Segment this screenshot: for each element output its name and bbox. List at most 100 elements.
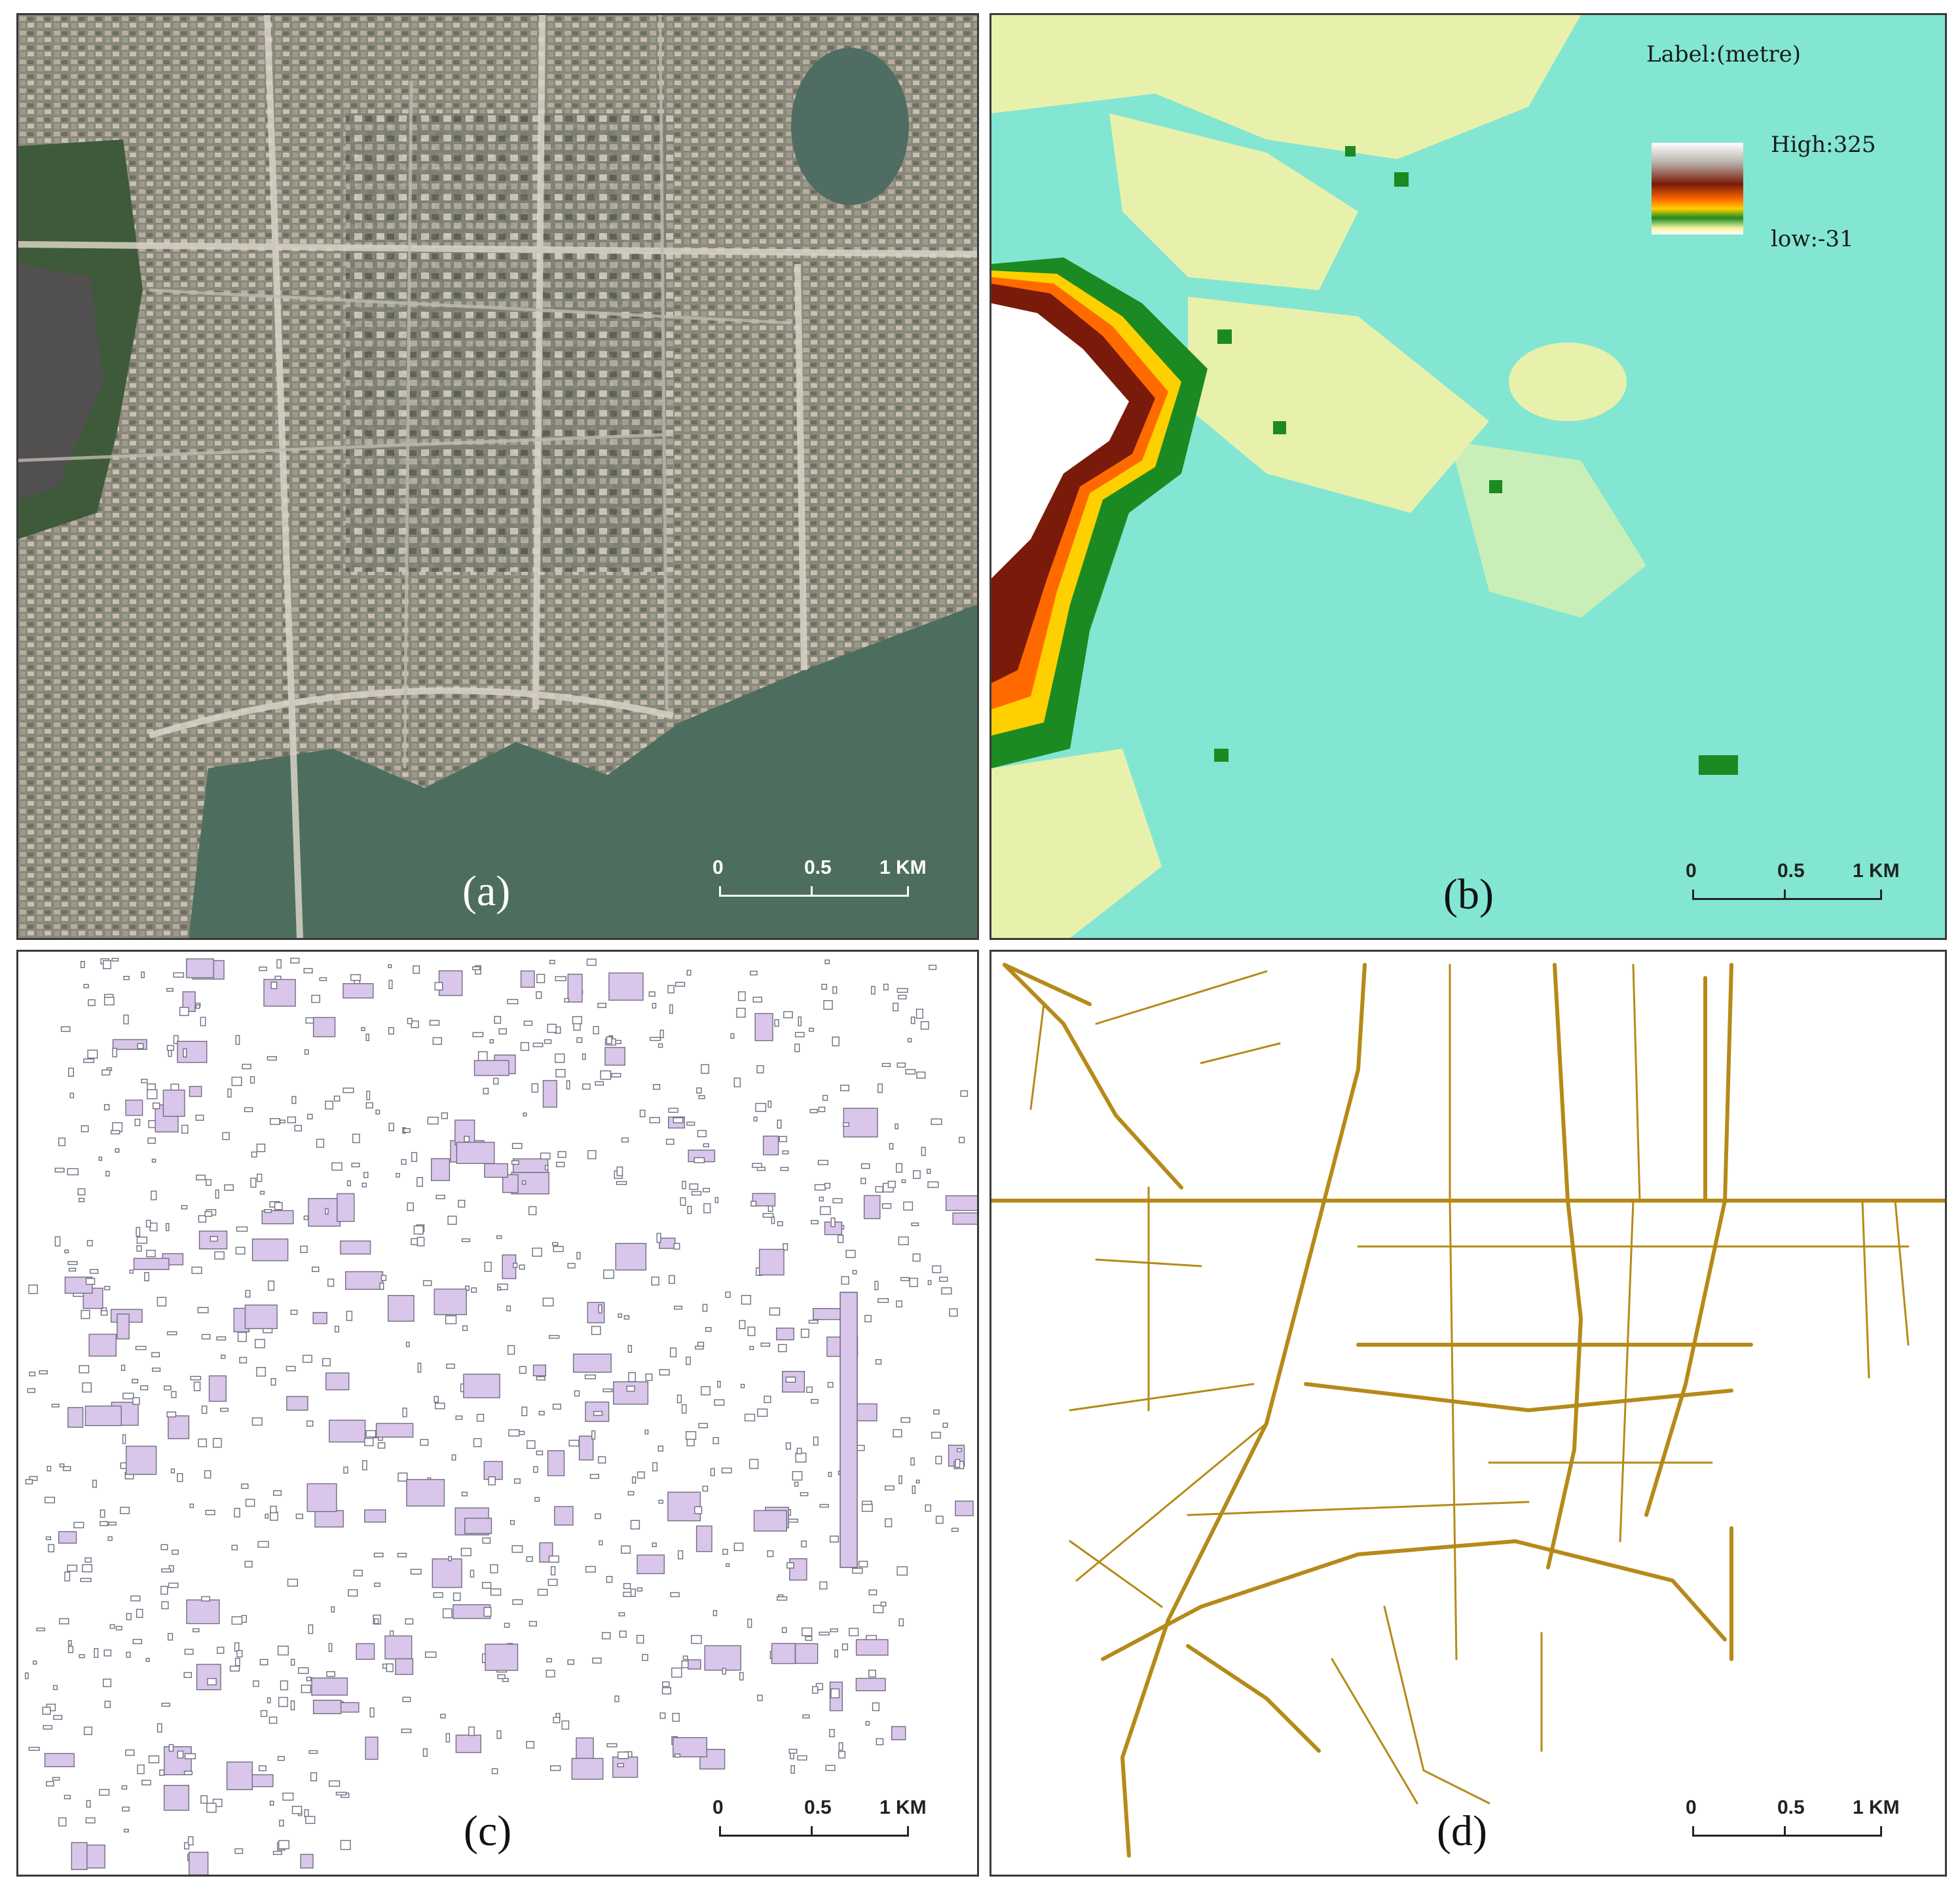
- building-footprint: [739, 1672, 744, 1681]
- building-footprint: [286, 1396, 308, 1411]
- building-footprint: [511, 1545, 523, 1553]
- building-footprint: [304, 1809, 309, 1818]
- building-footprint: [161, 1568, 172, 1573]
- building-footprint: [798, 1016, 802, 1026]
- building-footprint: [145, 1220, 151, 1227]
- building-footprint: [471, 1287, 477, 1293]
- building-footprint: [673, 1737, 707, 1757]
- building-footprint: [576, 1037, 583, 1043]
- building-footprint: [434, 1396, 439, 1403]
- building-footprint: [621, 1137, 629, 1143]
- building-footprint: [316, 1138, 325, 1148]
- building-footprint: [615, 1243, 647, 1271]
- building-footprint: [572, 1016, 583, 1024]
- building-footprint: [214, 1251, 225, 1260]
- building-footprint: [366, 1091, 371, 1100]
- building-footprint: [231, 1076, 242, 1087]
- building-footprint: [342, 1087, 354, 1093]
- building-footprint: [210, 1236, 218, 1242]
- building-footprint: [698, 1095, 705, 1100]
- building-footprint: [546, 1658, 552, 1663]
- building-footprint: [208, 1375, 227, 1402]
- building-footprint: [691, 1191, 702, 1196]
- building-footprint: [126, 1651, 131, 1658]
- building-footprint: [68, 1267, 77, 1272]
- building-footprint: [374, 1618, 379, 1624]
- building-footprint: [322, 1358, 331, 1366]
- building-footprint: [280, 1119, 286, 1124]
- building-footprint: [662, 1681, 670, 1687]
- building-footprint: [221, 1355, 226, 1359]
- building-footprint: [491, 1768, 498, 1774]
- building-footprint: [942, 1423, 948, 1428]
- building-footprint: [777, 1221, 783, 1226]
- building-footprint: [251, 1774, 274, 1788]
- building-footprint: [678, 1550, 684, 1560]
- building-footprint: [312, 1699, 342, 1714]
- building-footprint: [703, 1188, 711, 1193]
- building-footprint: [955, 1501, 974, 1516]
- building-footprint: [606, 1743, 618, 1748]
- road-network-panel: (d) 0 0.5 1 KM: [989, 950, 1947, 1877]
- building-footprint: [237, 1332, 247, 1342]
- building-footprint: [270, 1117, 280, 1125]
- building-footprint: [915, 1480, 920, 1484]
- building-footprint: [860, 1178, 866, 1184]
- building-footprint: [401, 1159, 407, 1165]
- building-footprint: [278, 1840, 289, 1850]
- scale-tick-0: 0: [1686, 860, 1697, 882]
- building-footprint: [502, 1677, 509, 1682]
- building-footprint: [251, 1238, 289, 1262]
- building-footprint: [361, 1026, 365, 1032]
- building-footprint: [494, 1015, 502, 1024]
- building-footprint: [681, 1404, 687, 1414]
- building-footprint: [173, 972, 185, 978]
- elevation-legend: Label:(metre) High:325 low:-31: [1646, 35, 1921, 284]
- building-footprint: [929, 964, 937, 970]
- building-footprint: [714, 1197, 719, 1203]
- building-footprint: [189, 1503, 194, 1508]
- building-footprint: [870, 986, 876, 995]
- building-footprint: [703, 1143, 710, 1148]
- building-footprint: [691, 1635, 702, 1644]
- building-footprint: [177, 1041, 208, 1063]
- building-footprint: [173, 1035, 179, 1045]
- building-footprint: [696, 1087, 702, 1094]
- building-footprint: [730, 1033, 735, 1039]
- building-footprint: [574, 1390, 580, 1397]
- building-footprint: [135, 1345, 147, 1351]
- building-footprint: [201, 1405, 208, 1414]
- building-footprint: [832, 1198, 843, 1204]
- building-footprint: [181, 1125, 189, 1134]
- building-footprint: [103, 1286, 111, 1290]
- building-footprint: [206, 1803, 217, 1813]
- building-footprint: [482, 1537, 491, 1544]
- building-footprint: [540, 1152, 551, 1160]
- building-footprint: [506, 1305, 511, 1312]
- building-footprint: [726, 1563, 730, 1567]
- building-footprint: [306, 1483, 337, 1512]
- building-footprint: [365, 1102, 373, 1109]
- building-footprint: [187, 1836, 194, 1846]
- building-footprint: [637, 1471, 645, 1479]
- building-footprint: [549, 1335, 560, 1339]
- building-footprint: [862, 1501, 872, 1505]
- building-footprint: [115, 1626, 122, 1631]
- building-footprint: [152, 1102, 160, 1110]
- building-footprint: [819, 1196, 824, 1202]
- building-footprint: [112, 1047, 117, 1058]
- building-footprint: [666, 1138, 675, 1145]
- building-footprint: [64, 1249, 69, 1254]
- building-footprint: [656, 1233, 661, 1243]
- building-footprint: [896, 1300, 902, 1307]
- building-footprint: [102, 1678, 111, 1687]
- building-footprint: [388, 1123, 394, 1131]
- building-footprint: [702, 1303, 708, 1312]
- building-footprint: [165, 1223, 170, 1231]
- building-footprint: [915, 1008, 923, 1019]
- building-footprint: [306, 1676, 312, 1681]
- building-footprint: [567, 973, 583, 1003]
- building-footprint: [163, 1784, 190, 1811]
- building-footprint: [632, 1476, 637, 1484]
- building-footprint: [273, 1490, 282, 1496]
